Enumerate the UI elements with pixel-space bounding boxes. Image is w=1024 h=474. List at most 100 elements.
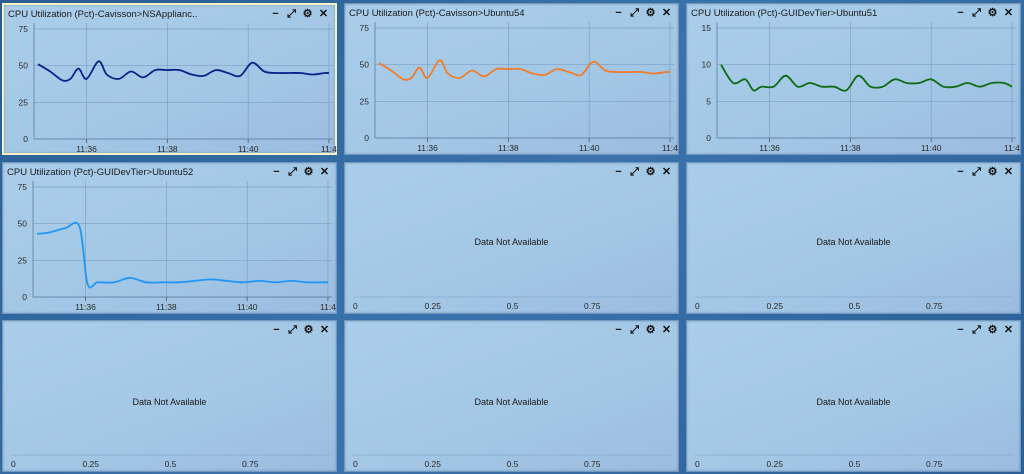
data-point[interactable] xyxy=(437,58,442,63)
data-point[interactable] xyxy=(326,280,331,285)
close-icon[interactable]: ✕ xyxy=(661,166,672,178)
data-point[interactable] xyxy=(445,71,450,76)
data-point[interactable] xyxy=(128,275,133,280)
gear-icon[interactable]: ⚙ xyxy=(987,324,998,336)
data-point[interactable] xyxy=(425,75,430,80)
data-point[interactable] xyxy=(85,281,90,286)
chart-panel-2[interactable]: CPU Utilization (Pct)-Cavisson>Ubuntu54 −… xyxy=(344,3,679,155)
data-point[interactable] xyxy=(262,69,267,74)
expand-icon[interactable]: ⤢ xyxy=(288,324,297,336)
data-point[interactable] xyxy=(579,72,584,77)
data-point[interactable] xyxy=(807,81,812,86)
data-point[interactable] xyxy=(530,71,535,76)
data-point[interactable] xyxy=(639,70,644,75)
expand-icon[interactable]: ⤢ xyxy=(288,166,297,178)
data-point[interactable] xyxy=(208,277,213,282)
data-point[interactable] xyxy=(929,77,934,82)
data-point[interactable] xyxy=(36,62,41,67)
data-point[interactable] xyxy=(615,70,620,75)
close-icon[interactable]: ✕ xyxy=(1003,7,1014,19)
data-point[interactable] xyxy=(668,70,673,75)
data-point[interactable] xyxy=(506,67,511,72)
data-point[interactable] xyxy=(111,280,116,285)
data-point[interactable] xyxy=(289,278,294,283)
data-point[interactable] xyxy=(795,84,800,89)
data-point[interactable] xyxy=(47,230,52,235)
data-point[interactable] xyxy=(192,278,197,283)
close-icon[interactable]: ✕ xyxy=(319,324,330,336)
data-point[interactable] xyxy=(165,68,170,73)
data-point[interactable] xyxy=(77,224,82,229)
data-point[interactable] xyxy=(177,68,182,73)
data-point[interactable] xyxy=(880,84,885,89)
data-point[interactable] xyxy=(104,72,109,77)
data-point[interactable] xyxy=(904,81,909,86)
chart-panel-8[interactable]: − ⤢ ⚙ ✕ 0 0.25 0.5 0.75 Data Not Available xyxy=(344,320,679,472)
data-point[interactable] xyxy=(238,73,243,78)
data-point[interactable] xyxy=(482,74,487,79)
data-point[interactable] xyxy=(327,71,332,76)
gear-icon[interactable]: ⚙ xyxy=(303,166,314,178)
data-point[interactable] xyxy=(783,73,788,78)
expand-icon[interactable]: ⤢ xyxy=(630,324,639,336)
data-point[interactable] xyxy=(417,65,422,70)
gear-icon[interactable]: ⚙ xyxy=(645,166,656,178)
data-point[interactable] xyxy=(250,60,255,65)
data-point[interactable] xyxy=(241,280,246,285)
minimize-icon[interactable]: − xyxy=(957,7,964,19)
data-point[interactable] xyxy=(160,280,165,285)
minimize-icon[interactable]: − xyxy=(957,324,964,336)
data-point[interactable] xyxy=(63,226,68,231)
gear-icon[interactable]: ⚙ xyxy=(303,324,314,336)
chart-panel-3[interactable]: CPU Utilization (Pct)-GUIDevTier>Ubuntu5… xyxy=(686,3,1021,155)
data-point[interactable] xyxy=(771,84,776,89)
data-point[interactable] xyxy=(298,71,303,76)
data-point[interactable] xyxy=(189,72,194,77)
data-point[interactable] xyxy=(409,75,414,80)
minimize-icon[interactable]: − xyxy=(615,324,622,336)
gear-icon[interactable]: ⚙ xyxy=(302,8,313,20)
chart-panel-9[interactable]: − ⤢ ⚙ ✕ 0 0.25 0.5 0.75 Data Not Available xyxy=(686,320,1021,472)
data-point[interactable] xyxy=(868,84,873,89)
data-point[interactable] xyxy=(457,75,462,80)
data-point[interactable] xyxy=(494,67,499,72)
close-icon[interactable]: ✕ xyxy=(1003,324,1014,336)
expand-icon[interactable]: ⤢ xyxy=(972,7,981,19)
expand-icon[interactable]: ⤢ xyxy=(287,8,296,20)
data-point[interactable] xyxy=(116,76,121,81)
data-point[interactable] xyxy=(176,280,181,285)
minimize-icon[interactable]: − xyxy=(615,7,622,19)
data-point[interactable] xyxy=(542,72,547,77)
data-point[interactable] xyxy=(953,84,958,89)
data-point[interactable] xyxy=(401,77,406,82)
close-icon[interactable]: ✕ xyxy=(661,324,672,336)
data-point[interactable] xyxy=(286,71,291,76)
data-point[interactable] xyxy=(310,72,315,77)
gear-icon[interactable]: ⚙ xyxy=(645,324,656,336)
expand-icon[interactable]: ⤢ xyxy=(630,166,639,178)
close-icon[interactable]: ✕ xyxy=(318,8,329,20)
data-point[interactable] xyxy=(856,73,861,78)
data-point[interactable] xyxy=(68,76,73,81)
data-point[interactable] xyxy=(274,71,279,76)
chart-panel-4[interactable]: CPU Utilization (Pct)-GUIDevTier>Ubuntu5… xyxy=(2,162,337,314)
data-point[interactable] xyxy=(224,278,229,283)
minimize-icon[interactable]: − xyxy=(273,324,280,336)
data-point[interactable] xyxy=(377,61,382,66)
data-point[interactable] xyxy=(305,280,310,285)
data-point[interactable] xyxy=(743,77,748,82)
gear-icon[interactable]: ⚙ xyxy=(987,7,998,19)
gear-icon[interactable]: ⚙ xyxy=(645,7,656,19)
data-point[interactable] xyxy=(603,68,608,73)
expand-icon[interactable]: ⤢ xyxy=(972,166,981,178)
data-point[interactable] xyxy=(144,280,149,285)
data-point[interactable] xyxy=(759,84,764,89)
gear-icon[interactable]: ⚙ xyxy=(987,166,998,178)
data-point[interactable] xyxy=(965,81,970,86)
expand-icon[interactable]: ⤢ xyxy=(630,7,639,19)
data-point[interactable] xyxy=(225,71,230,76)
chart-panel-7[interactable]: − ⤢ ⚙ ✕ 0 0.25 0.5 0.75 Data Not Available xyxy=(2,320,337,472)
data-point[interactable] xyxy=(651,71,656,76)
close-icon[interactable]: ✕ xyxy=(661,7,672,19)
data-point[interactable] xyxy=(977,84,982,89)
